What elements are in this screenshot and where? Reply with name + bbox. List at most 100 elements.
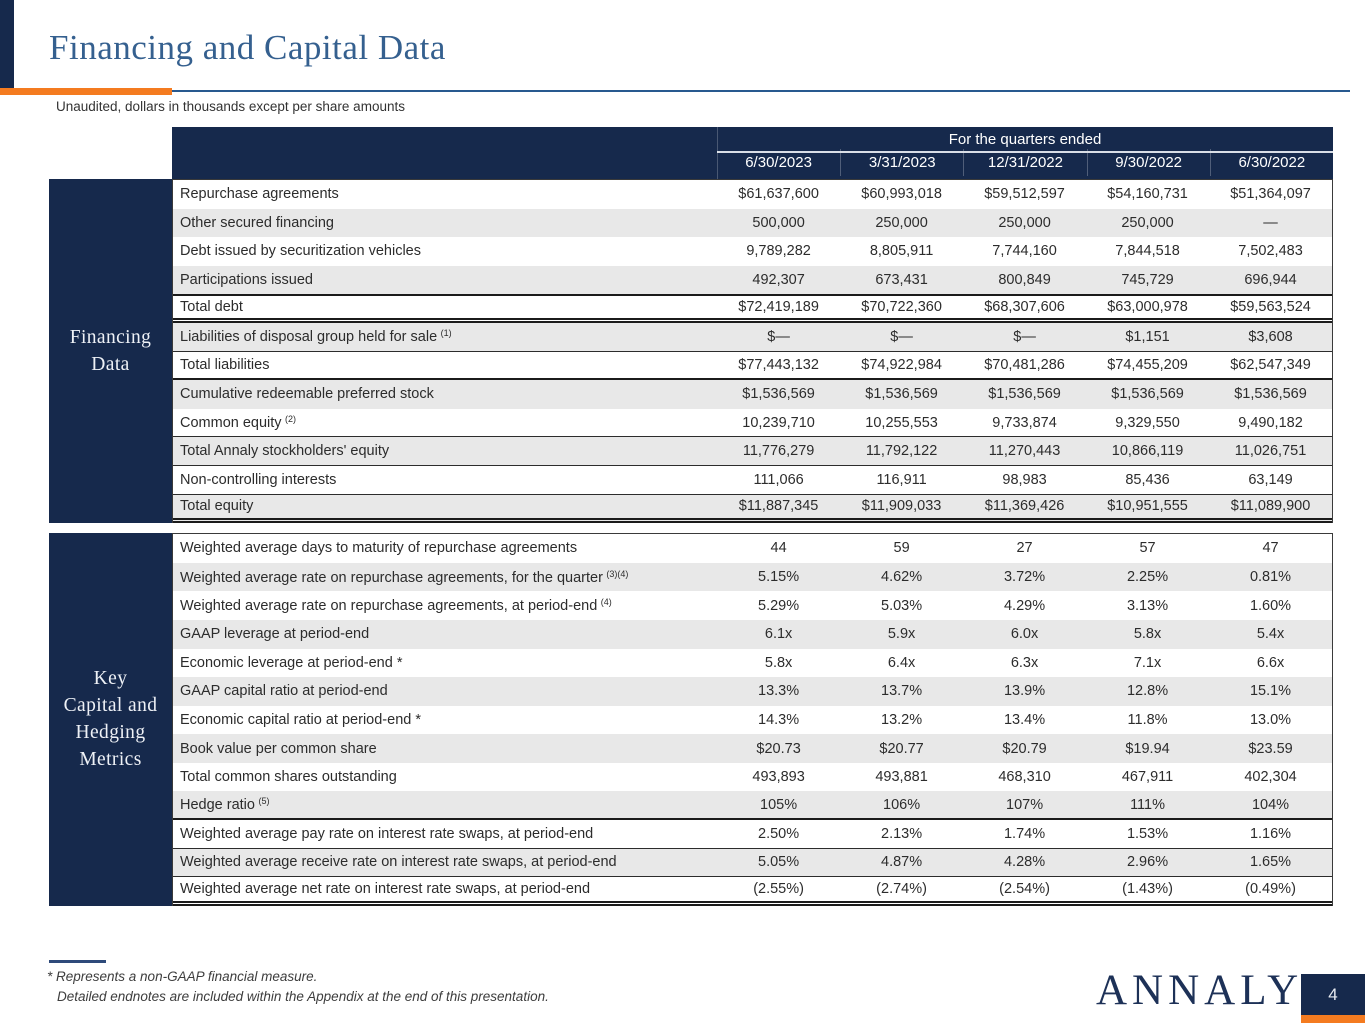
page-number-orange-bar <box>1301 1015 1365 1023</box>
cell-value: 6.6x <box>1256 654 1285 671</box>
cell-value: $77,443,132 <box>738 356 819 373</box>
table-row: GAAP capital ratio at period-end 13.3% 13.… <box>173 677 1332 706</box>
table-row: Common equity (2) 10,239,710 10,255,553 9,7… <box>173 409 1332 438</box>
cell-value: $20.79 <box>1002 740 1047 757</box>
cell-value: 2.50% <box>758 825 800 842</box>
column-header-date: 6/30/2022 <box>1209 149 1333 176</box>
cell-value: $59,512,597 <box>984 186 1065 203</box>
row-label: Total Annaly stockholders' equity <box>180 443 390 460</box>
annaly-logo-text: ANNALY <box>1096 967 1304 1014</box>
cell-value: 2.13% <box>881 825 923 842</box>
cell-value: 500,000 <box>752 214 805 231</box>
cell-value: 98,983 <box>1002 471 1047 488</box>
date-columns-row: 6/30/2023 3/31/2023 12/31/2022 9/30/2022 6/3… <box>172 149 1333 176</box>
header-separator <box>717 127 718 179</box>
cell-value: $— <box>890 328 913 345</box>
slide-subtitle: Unaudited, dollars in thousands except p… <box>56 99 405 114</box>
cell-value: (2.74%) <box>876 881 927 898</box>
cell-value: 8,805,911 <box>869 243 934 260</box>
table-body: Financing Data Repurchase agreements $61,63… <box>49 179 1333 906</box>
cell-value: 4.62% <box>881 569 923 586</box>
section-rows: Repurchase agreements $61,637,600 $60,993,… <box>172 179 1333 524</box>
row-label: Cumulative redeemable preferred stock <box>180 386 434 403</box>
cell-value: $3,608 <box>1248 328 1293 345</box>
row-label: Common equity (2) <box>180 414 297 432</box>
row-label: Repurchase agreements <box>180 186 339 203</box>
row-label: Total equity <box>180 498 254 515</box>
accent-left-bar <box>0 0 14 88</box>
cell-value: 85,436 <box>1125 471 1170 488</box>
cell-value: 5.4x <box>1256 626 1285 643</box>
cell-value: 111% <box>1130 796 1165 813</box>
cell-value: 59 <box>893 540 910 557</box>
cell-value: 745,729 <box>1121 272 1174 289</box>
cell-value: $20.77 <box>879 740 924 757</box>
cell-value: 492,307 <box>752 272 805 289</box>
cell-value: $61,637,600 <box>738 186 819 203</box>
table-row: Repurchase agreements $61,637,600 $60,993,… <box>173 180 1332 209</box>
table-row: Total Annaly stockholders' equity 11,776,… <box>173 437 1332 466</box>
cell-value: 9,329,550 <box>1115 414 1180 431</box>
cell-value: $23.59 <box>1248 740 1293 757</box>
cell-value: 800,849 <box>998 272 1051 289</box>
footnote-divider <box>49 960 106 963</box>
cell-value: 6.1x <box>764 626 793 643</box>
cell-value: $19.94 <box>1125 740 1170 757</box>
cell-value: 2.96% <box>1126 854 1169 871</box>
section-label-line: Key <box>93 668 128 690</box>
cell-value: $11,887,345 <box>738 498 819 515</box>
cell-value: (2.55%) <box>753 881 804 898</box>
table-row: Other secured financing 500,000 250,000 250… <box>173 208 1332 238</box>
cell-value: 44 <box>770 540 787 557</box>
row-label: Economic leverage at period-end * <box>180 654 403 671</box>
cell-value: $74,922,984 <box>861 356 942 373</box>
row-label: Weighted average rate on repurchase agre… <box>180 568 629 586</box>
section-rows: Weighted average days to maturity of rep… <box>172 533 1333 906</box>
table-row: Weighted average pay rate on interest ra… <box>173 820 1332 849</box>
page-title: Financing and Capital Data <box>49 28 446 67</box>
cell-value: $11,909,033 <box>861 498 942 515</box>
row-label: Debt issued by securitization vehicles <box>180 243 421 260</box>
table-row: Weighted average rate on repurchase agre… <box>173 591 1332 620</box>
section-label-line: Capital and <box>63 695 158 717</box>
cell-value: 9,490,182 <box>1238 414 1303 431</box>
cell-value: 47 <box>1262 540 1279 557</box>
cell-value: 5.05% <box>758 854 800 871</box>
row-label: Weighted average receive rate on interes… <box>180 854 617 871</box>
cell-value: 1.65% <box>1249 854 1292 871</box>
cell-value: 116,911 <box>876 471 927 488</box>
cell-value: 5.15% <box>758 569 800 586</box>
table-row: Cumulative redeemable preferred stock $1,… <box>173 380 1332 409</box>
footnote-reference: (2) <box>282 414 297 425</box>
cell-value: 13.0% <box>1249 711 1292 728</box>
cell-value: 57 <box>1139 540 1156 557</box>
cell-value: 5.8x <box>1133 626 1162 643</box>
cell-value: 493,893 <box>752 769 805 786</box>
cell-value: $70,481,286 <box>984 356 1065 373</box>
cell-value: 13.7% <box>881 683 923 700</box>
quarters-underline <box>717 151 1333 153</box>
column-header-date: 6/30/2023 <box>745 154 812 171</box>
footnote-endnotes: Detailed endnotes are included within th… <box>57 989 549 1004</box>
cell-value: 5.29% <box>758 597 800 614</box>
cell-value: $70,722,360 <box>861 299 942 316</box>
cell-value: 3.13% <box>1126 597 1169 614</box>
cell-value: $62,547,349 <box>1230 356 1311 373</box>
cell-value: 6.4x <box>887 654 916 671</box>
row-label: Weighted average days to maturity of rep… <box>180 540 578 557</box>
row-label: GAAP leverage at period-end <box>180 626 370 643</box>
cell-value: $1,536,569 <box>865 386 938 403</box>
cell-value: $1,536,569 <box>1111 386 1184 403</box>
row-label: Weighted average pay rate on interest ra… <box>180 825 594 842</box>
cell-value: 106% <box>883 796 921 813</box>
cell-value: 105% <box>760 796 798 813</box>
section-label-key-capital-hedging-metrics: Key Capital and Hedging Metrics <box>49 533 172 906</box>
row-label: Liabilities of disposal group held for s… <box>180 328 452 346</box>
table-row: Total common shares outstanding 493,893 49… <box>173 763 1332 792</box>
financial-table: For the quarters ended 6/30/2023 3/31/202… <box>49 127 1333 906</box>
cell-value: 13.9% <box>1003 683 1046 700</box>
cell-value: (2.54%) <box>999 881 1050 898</box>
cell-value: 27 <box>1016 540 1033 557</box>
cell-value: 250,000 <box>1121 214 1174 231</box>
row-label: Weighted average rate on repurchase agre… <box>180 597 612 615</box>
